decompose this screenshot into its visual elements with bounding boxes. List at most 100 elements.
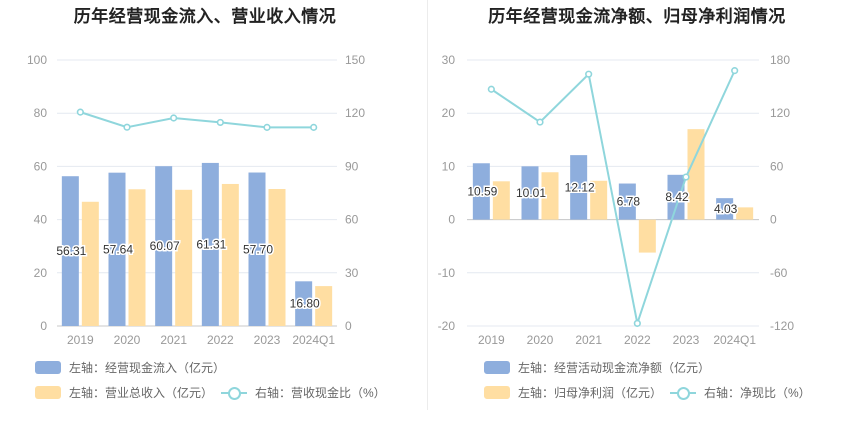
- x-tick-label: 2022: [207, 333, 234, 347]
- bar-secondary: [175, 189, 193, 326]
- bar-secondary: [315, 286, 333, 326]
- x-tick-label: 2024Q1: [713, 333, 756, 347]
- legend-item-inflow[interactable]: 左轴：经营现金流入（亿元）: [35, 359, 225, 376]
- x-tick-label: 2020: [527, 333, 554, 347]
- bar-secondary: [736, 207, 754, 220]
- data-label: 57.64: [103, 242, 133, 256]
- ratio-line: [80, 111, 314, 129]
- bar-primary: [472, 163, 490, 220]
- y-tick-label-left: 10: [442, 159, 456, 173]
- y-tick-label-right: 0: [345, 319, 352, 333]
- bar-primary: [155, 166, 173, 326]
- x-tick-label: 2019: [478, 333, 505, 347]
- chart-title-left: 历年经营现金流入、营业收入情况: [73, 7, 337, 26]
- data-label: 4.03: [714, 202, 738, 216]
- legend-swatch-yellow: [484, 386, 510, 399]
- y-tick-label-left: 0: [40, 319, 47, 333]
- legend-item-net-cashflow[interactable]: 左轴：经营活动现金流净额（亿元）: [484, 359, 710, 376]
- legend-swatch-line: [670, 386, 696, 400]
- data-label: 60.07: [150, 239, 180, 253]
- x-tick-label: 2021: [575, 333, 602, 347]
- ratio-point: [536, 118, 544, 126]
- legend-label: 左轴：营业总收入（亿元）: [69, 386, 214, 400]
- y-tick-label-left: 60: [34, 159, 48, 173]
- y-tick-label-left: 30: [442, 53, 456, 67]
- x-tick-label: 2019: [67, 333, 94, 347]
- x-tick-label: 2024Q1: [292, 333, 335, 347]
- y-tick-label-right: -120: [770, 319, 794, 333]
- bar-secondary: [81, 201, 99, 326]
- chart-title-right: 历年经营现金流净额、归母净利润情况: [488, 7, 786, 26]
- bar-secondary: [638, 219, 656, 253]
- data-label: 61.31: [196, 237, 226, 251]
- legend-swatch-blue: [484, 361, 510, 374]
- ratio-point: [585, 70, 593, 78]
- x-tick-label: 2022: [624, 333, 651, 347]
- x-tick-label: 2020: [114, 333, 141, 347]
- legend-label: 左轴：经营现金流入（亿元）: [69, 361, 226, 375]
- y-tick-label-right: 120: [770, 106, 790, 120]
- data-label: 12.12: [565, 180, 595, 194]
- legend-swatch-line: [221, 386, 247, 400]
- ratio-point: [76, 108, 84, 116]
- x-tick-label: 2023: [254, 333, 281, 347]
- ratio-line: [490, 70, 736, 328]
- ratio-point: [682, 173, 690, 181]
- data-label: 6.78: [617, 195, 641, 209]
- bar-primary: [667, 174, 685, 220]
- data-label: 57.70: [243, 242, 273, 256]
- y-tick-label-right: 120: [345, 106, 365, 120]
- y-tick-label-left: 20: [34, 266, 48, 280]
- legend-label: 右轴：营收现金比（%）: [255, 386, 386, 400]
- legend-item-net-cash-ratio[interactable]: 右轴：净现比（%）: [670, 384, 811, 401]
- y-tick-label-left: -10: [438, 266, 456, 280]
- bar-primary: [61, 176, 79, 326]
- y-tick-label-left: 40: [34, 213, 48, 227]
- y-tick-label-right: 0: [770, 213, 777, 227]
- y-tick-label-right: 30: [345, 266, 359, 280]
- bar-secondary: [268, 189, 286, 326]
- bar-primary: [201, 162, 219, 326]
- ratio-point: [487, 85, 495, 93]
- legend-label: 左轴：归母净利润（亿元）: [518, 386, 663, 400]
- bar-secondary: [221, 183, 239, 326]
- bar-primary: [716, 198, 734, 220]
- chart-net-cashflow-profit: -20 -10 0 10 20 30 -120 -60 0 60 120 180 2019 2020 202…: [438, 53, 795, 347]
- data-label: 56.31: [56, 244, 86, 258]
- legend-item-cash-ratio[interactable]: 右轴：营收现金比（%）: [221, 384, 386, 401]
- legend-item-revenue[interactable]: 左轴：营业总收入（亿元）: [35, 384, 213, 401]
- bar-secondary: [492, 181, 510, 220]
- legend-swatch-yellow: [35, 386, 61, 399]
- y-tick-label-right: 90: [345, 159, 359, 173]
- ratio-point: [633, 319, 641, 327]
- legend-swatch-blue: [35, 361, 61, 374]
- x-tick-label: 2021: [160, 333, 187, 347]
- x-tick-label: 2023: [673, 333, 700, 347]
- ratio-point: [263, 123, 271, 131]
- data-label: 16.80: [290, 297, 320, 311]
- bar-primary: [521, 166, 539, 220]
- bar-secondary: [687, 129, 705, 220]
- bar-secondary: [541, 172, 559, 220]
- bar-secondary: [590, 180, 608, 220]
- y-tick-label-right: 60: [345, 213, 359, 227]
- ratio-point: [216, 118, 224, 127]
- y-tick-label-right: 60: [770, 159, 784, 173]
- bar-primary: [248, 172, 266, 326]
- legend-item-net-profit[interactable]: 左轴：归母净利润（亿元）: [484, 384, 662, 401]
- legend-label: 左轴：经营活动现金流净额（亿元）: [518, 361, 711, 375]
- chart-cashflow-revenue: 0 20 40 60 80 100 0 30 60 90 120 150 2019 2020 2021 202…: [27, 53, 365, 347]
- ratio-point: [123, 123, 131, 131]
- bar-primary: [108, 172, 126, 326]
- ratio-point: [310, 123, 318, 131]
- bar-primary: [295, 281, 313, 326]
- data-label: 8.42: [665, 190, 689, 204]
- y-tick-label-left: 20: [442, 106, 456, 120]
- y-tick-label-left: -20: [438, 319, 456, 333]
- ratio-point: [170, 114, 178, 122]
- panel-divider: [427, 0, 428, 410]
- bar-secondary: [128, 189, 146, 326]
- bar-primary: [618, 183, 636, 220]
- data-label: 10.01: [516, 186, 546, 200]
